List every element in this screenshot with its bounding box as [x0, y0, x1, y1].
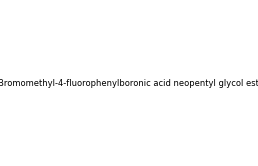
Text: 2-Bromomethyl-4-fluorophenylboronic acid neopentyl glycol ester: 2-Bromomethyl-4-fluorophenylboronic acid…	[0, 79, 258, 87]
